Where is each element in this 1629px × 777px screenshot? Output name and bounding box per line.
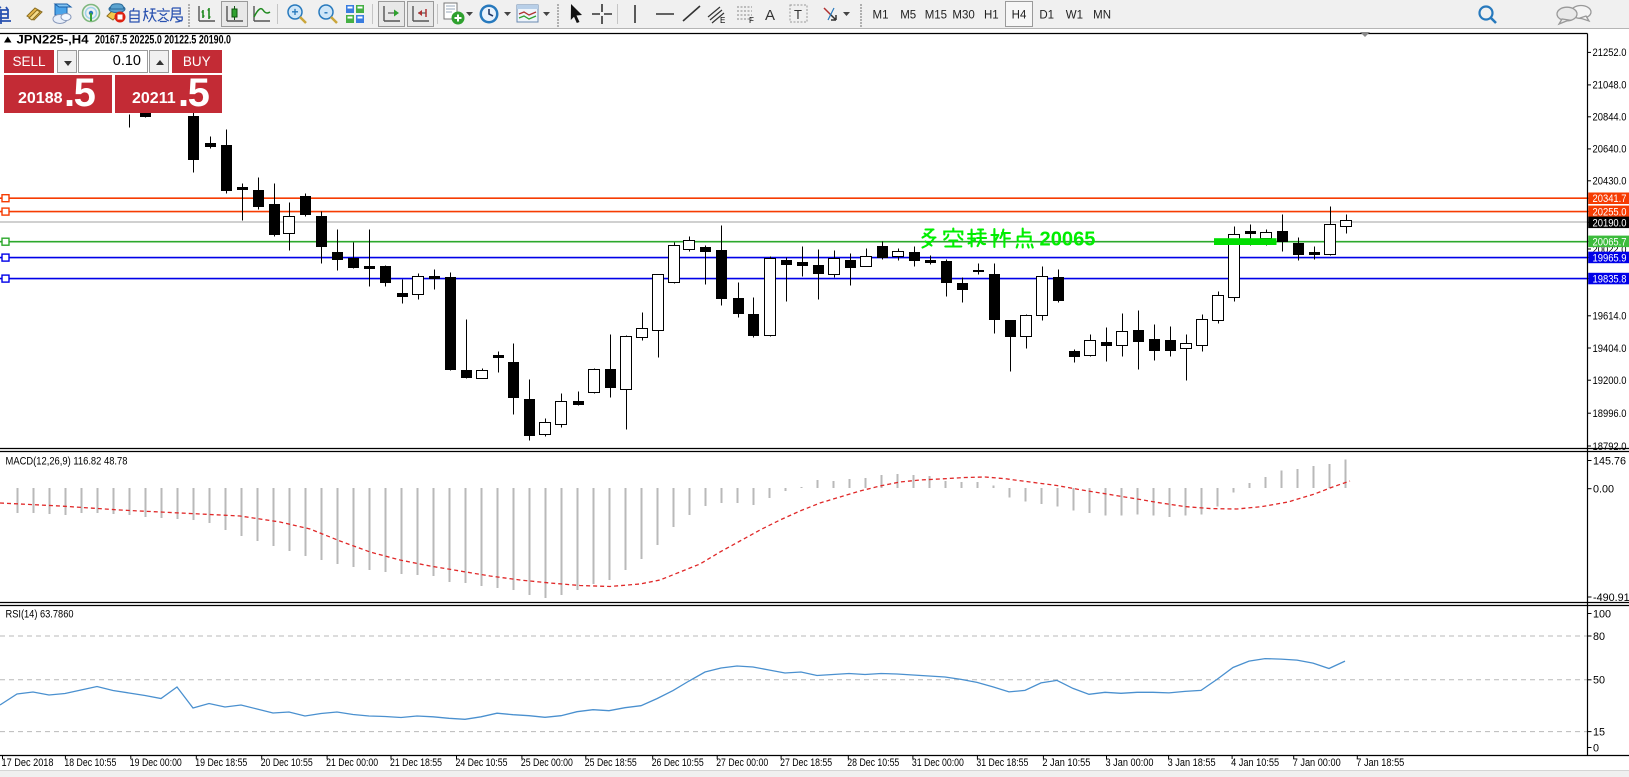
svg-text:18 Dec 10:55: 18 Dec 10:55	[64, 757, 116, 769]
svg-text:20065: 20065	[1040, 228, 1096, 251]
svg-text:20640.0: 20640.0	[1593, 144, 1627, 156]
svg-text:0.00: 0.00	[1593, 484, 1614, 496]
svg-text:24 Dec 10:55: 24 Dec 10:55	[456, 757, 508, 769]
svg-text:RSI(14) 63.7860: RSI(14) 63.7860	[6, 609, 74, 621]
svg-text:M1: M1	[873, 10, 889, 22]
svg-text:H4: H4	[1012, 10, 1027, 22]
svg-text:D1: D1	[1039, 10, 1054, 22]
svg-text:-490.91: -490.91	[1593, 592, 1629, 604]
svg-text:17 Dec 2018: 17 Dec 2018	[2, 757, 54, 769]
svg-text:+: +	[291, 5, 298, 19]
svg-text:4 Jan 10:55: 4 Jan 10:55	[1231, 757, 1279, 769]
svg-text:MACD(12,26,9) 116.82 48.78: MACD(12,26,9) 116.82 48.78	[6, 456, 128, 468]
svg-text:19835.8: 19835.8	[1593, 274, 1627, 286]
svg-text:W1: W1	[1066, 10, 1083, 22]
svg-text:18792.0: 18792.0	[1593, 441, 1627, 453]
svg-text:3 Jan 00:00: 3 Jan 00:00	[1106, 757, 1154, 769]
svg-text:19404.0: 19404.0	[1593, 343, 1627, 355]
svg-text:M30: M30	[952, 10, 974, 22]
svg-text:20190.0: 20190.0	[1593, 217, 1627, 229]
svg-text:2 Jan 10:55: 2 Jan 10:55	[1042, 757, 1090, 769]
svg-text:20430.0: 20430.0	[1593, 176, 1627, 188]
svg-text:M5: M5	[900, 10, 916, 22]
svg-text:JPN225-,H4: JPN225-,H4	[17, 33, 89, 47]
svg-text:F: F	[749, 16, 754, 25]
svg-text:0: 0	[1593, 742, 1599, 754]
svg-text:MN: MN	[1093, 10, 1111, 22]
svg-text:19965.9: 19965.9	[1593, 252, 1627, 264]
svg-text:50: 50	[1593, 675, 1605, 687]
svg-text:31 Dec 00:00: 31 Dec 00:00	[912, 757, 964, 769]
svg-text:26 Dec 10:55: 26 Dec 10:55	[652, 757, 704, 769]
svg-text:31 Dec 18:55: 31 Dec 18:55	[976, 757, 1028, 769]
svg-text:19 Dec 18:55: 19 Dec 18:55	[195, 757, 247, 769]
svg-text:80: 80	[1593, 631, 1605, 643]
svg-text:21 Dec 00:00: 21 Dec 00:00	[326, 757, 378, 769]
svg-text:15: 15	[1593, 726, 1605, 738]
svg-text:28 Dec 10:55: 28 Dec 10:55	[847, 757, 899, 769]
svg-text:20065.7: 20065.7	[1593, 236, 1627, 248]
svg-text:25 Dec 00:00: 25 Dec 00:00	[521, 757, 573, 769]
svg-text:H1: H1	[984, 10, 999, 22]
svg-text:M15: M15	[925, 10, 947, 22]
svg-text:27 Dec 00:00: 27 Dec 00:00	[716, 757, 768, 769]
svg-text:-: -	[324, 5, 328, 19]
svg-text:20341.7: 20341.7	[1593, 193, 1627, 205]
svg-text:27 Dec 18:55: 27 Dec 18:55	[780, 757, 832, 769]
svg-text:19 Dec 00:00: 19 Dec 00:00	[130, 757, 182, 769]
svg-text:T: T	[794, 7, 802, 22]
svg-text:A: A	[765, 7, 775, 24]
svg-text:19614.0: 19614.0	[1593, 311, 1627, 323]
svg-text:7 Jan 00:00: 7 Jan 00:00	[1293, 757, 1341, 769]
svg-text:18996.0: 18996.0	[1593, 408, 1627, 420]
svg-text:100: 100	[1593, 608, 1611, 620]
svg-text:20 Dec 10:55: 20 Dec 10:55	[261, 757, 313, 769]
svg-text:19200.0: 19200.0	[1593, 375, 1627, 387]
svg-text:25 Dec 18:55: 25 Dec 18:55	[585, 757, 637, 769]
svg-text:21 Dec 18:55: 21 Dec 18:55	[390, 757, 442, 769]
svg-text:20255.0: 20255.0	[1593, 206, 1627, 218]
svg-text:3 Jan 18:55: 3 Jan 18:55	[1168, 757, 1216, 769]
svg-text:21252.0: 21252.0	[1593, 47, 1627, 59]
svg-text:E: E	[720, 16, 725, 25]
svg-text:20844.0: 20844.0	[1593, 112, 1627, 124]
svg-text:20167.5 20225.0 20122.5 20190.: 20167.5 20225.0 20122.5 20190.0	[95, 33, 231, 47]
svg-text:21048.0: 21048.0	[1593, 80, 1627, 92]
svg-text:7 Jan 18:55: 7 Jan 18:55	[1356, 757, 1404, 769]
svg-text:145.76: 145.76	[1593, 455, 1626, 467]
